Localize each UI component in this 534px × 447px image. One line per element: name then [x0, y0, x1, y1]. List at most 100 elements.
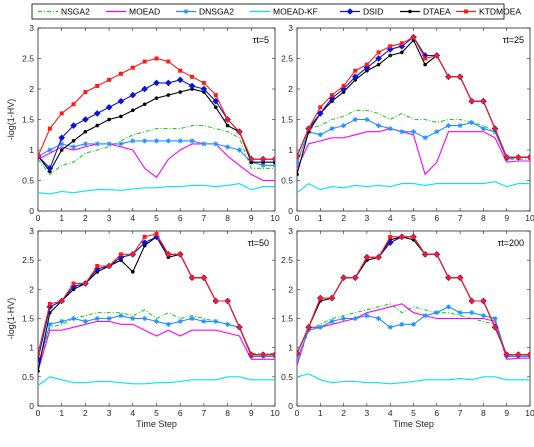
x-tick-label: 6 — [178, 213, 183, 223]
data-point-dnsga2 — [297, 356, 300, 362]
data-point-dsid — [58, 134, 66, 142]
data-point-dsid — [176, 76, 184, 84]
legend-label: DSID — [363, 7, 383, 17]
data-point-ktdmoea — [318, 105, 323, 110]
series-group — [38, 231, 275, 387]
y-tick-label: 2 — [29, 84, 34, 94]
data-point-dsid — [38, 356, 42, 363]
data-point-ktdmoea — [71, 281, 76, 286]
data-point-dnsga2 — [469, 120, 475, 126]
data-point-dnsga2 — [352, 117, 358, 122]
legend-entry: MOEAD-KF — [250, 7, 318, 17]
data-point-ktdmoea — [107, 264, 112, 268]
data-point-ktdmoea — [213, 93, 218, 98]
data-point-dnsga2 — [329, 126, 335, 132]
data-point-ktdmoea — [38, 154, 40, 159]
data-point-dnsga2 — [364, 117, 370, 122]
x-tick-label: 3 — [365, 408, 370, 418]
data-point-dsid — [386, 239, 394, 246]
x-tick-label: 8 — [481, 408, 486, 418]
data-point-ktdmoea — [142, 234, 147, 239]
x-axis-label: Time Step — [393, 419, 434, 429]
data-point-dsid — [375, 55, 382, 62]
data-point-dnsga2 — [118, 141, 124, 147]
data-point-dtaea — [400, 50, 404, 55]
data-point-dnsga2 — [434, 129, 440, 135]
data-point-ktdmoea — [47, 301, 52, 306]
data-point-dsid — [93, 110, 101, 117]
data-point-ktdmoea — [411, 234, 416, 239]
x-tick-label: 6 — [434, 213, 439, 223]
legend-marker — [183, 9, 189, 14]
data-point-ktdmoea — [95, 264, 100, 268]
data-point-dtaea — [154, 96, 159, 100]
series-line-nsga2 — [297, 303, 530, 366]
data-point-dnsga2 — [94, 316, 100, 321]
y-tick-label: 1.5 — [281, 115, 293, 125]
data-point-ktdmoea — [469, 99, 474, 104]
data-point-dnsga2 — [341, 123, 347, 129]
data-point-dnsga2 — [480, 313, 486, 319]
y-tick-label: 0.5 — [281, 372, 293, 382]
data-point-dnsga2 — [434, 310, 440, 316]
x-tick-label: 7 — [202, 213, 207, 223]
data-point-dsid — [200, 85, 208, 93]
data-point-ktdmoea — [493, 126, 498, 131]
data-point-dnsga2 — [457, 123, 463, 129]
data-point-ktdmoea — [528, 155, 530, 160]
x-tick-label: 5 — [154, 213, 159, 223]
data-point-dtaea — [71, 139, 76, 143]
data-point-ktdmoea — [59, 299, 64, 303]
series-line-nsga2 — [38, 125, 275, 176]
data-point-dnsga2 — [411, 129, 416, 135]
x-tick-label: 0 — [36, 213, 41, 223]
data-point-ktdmoea — [353, 275, 358, 280]
data-point-dnsga2 — [445, 304, 451, 310]
data-point-dnsga2 — [411, 321, 416, 327]
y-tick-label: 2.5 — [22, 255, 34, 265]
data-point-ktdmoea — [130, 65, 135, 70]
data-point-ktdmoea — [178, 252, 183, 257]
data-point-dsid — [188, 82, 196, 90]
data-point-dnsga2 — [341, 316, 347, 321]
x-tick-label: 5 — [411, 213, 416, 223]
x-tick-label: 6 — [178, 408, 183, 418]
data-point-dtaea — [38, 369, 40, 373]
legend-marker — [464, 9, 468, 14]
data-point-dnsga2 — [130, 138, 136, 144]
legend-entry: DNSGA2 — [176, 7, 234, 17]
data-point-dtaea — [131, 270, 135, 274]
data-point-dnsga2 — [364, 313, 370, 319]
data-point-dsid — [70, 122, 77, 129]
data-point-dnsga2 — [47, 147, 53, 153]
y-tick-label: 2.5 — [281, 54, 293, 64]
data-point-dnsga2 — [165, 321, 171, 327]
data-point-ktdmoea — [249, 157, 254, 162]
x-axis-label: Time Step — [136, 419, 177, 429]
data-point-ktdmoea — [83, 281, 88, 286]
y-tick-label: 1 — [288, 343, 293, 353]
data-point-ktdmoea — [423, 252, 428, 257]
data-point-dnsga2 — [71, 144, 77, 150]
data-point-dtaea — [119, 114, 123, 119]
y-tick-label: 1 — [29, 343, 34, 353]
data-point-dnsga2 — [106, 141, 112, 147]
x-tick-label: 4 — [388, 408, 393, 418]
data-point-ktdmoea — [166, 59, 171, 64]
data-point-dnsga2 — [457, 310, 463, 316]
data-point-ktdmoea — [178, 68, 183, 73]
chart-panel: 0 1 2 3 4 5 6 7 8 9 10 0 0.5 1 1.5 2 2.5 3 τt=25 — [281, 23, 534, 223]
series-line-moead-kf — [297, 373, 530, 385]
x-tick-label: 4 — [130, 408, 135, 418]
panel-annotation: τt=5 — [253, 35, 269, 45]
x-tick-label: 5 — [411, 408, 416, 418]
data-point-ktdmoea — [47, 126, 52, 131]
data-point-ktdmoea — [353, 68, 358, 73]
data-point-dnsga2 — [82, 318, 88, 324]
y-axis-label: -log(1-HV) — [6, 99, 16, 141]
panel-annotation: τt=25 — [503, 35, 524, 45]
data-point-ktdmoea — [516, 155, 521, 160]
data-point-ktdmoea — [399, 41, 404, 46]
x-tick-label: 3 — [107, 213, 112, 223]
series-line-moead — [297, 303, 530, 366]
